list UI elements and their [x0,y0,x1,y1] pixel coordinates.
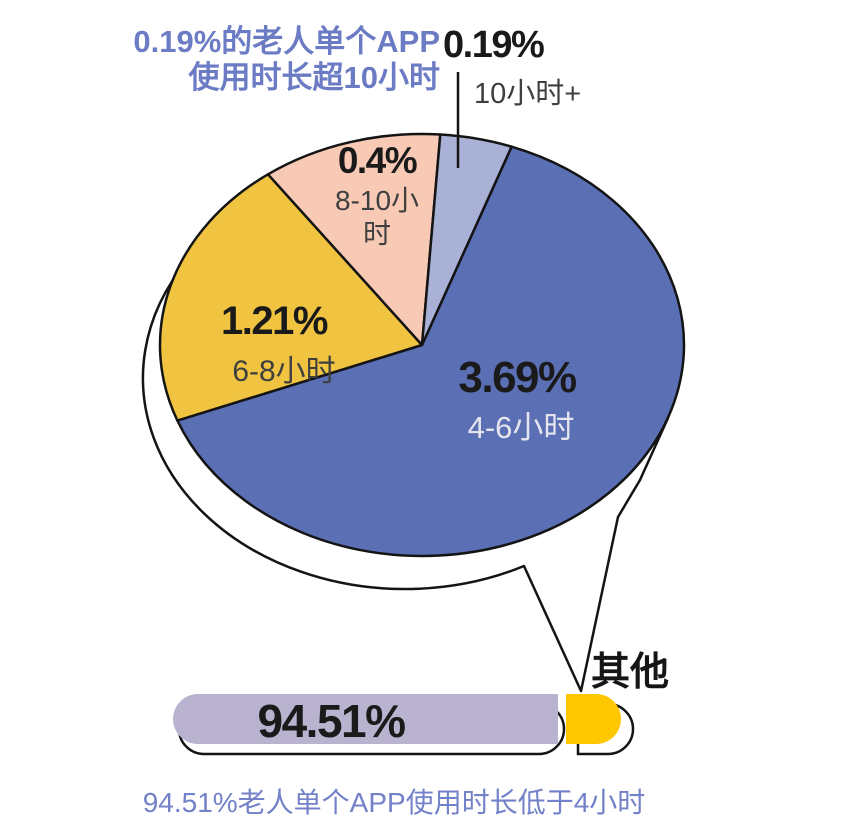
top-annotation-line2: 使用时长超10小时 [188,60,440,95]
slice-value-6-8h: 1.21% [221,299,328,343]
bar-main-segment [173,694,558,744]
other-label: 其他 [591,651,670,694]
pie-slice-8-10小时 [266,132,442,347]
pie-chart [158,132,686,558]
pie-slice-6-8小时 [158,173,424,422]
pie-slice-10小时+ [420,133,513,347]
slice-label-10h-plus: 10小时+ [474,78,582,110]
bar-value-label: 94.51% [257,695,406,747]
slice-value-8-10h: 0.4% [337,140,418,181]
slice-label-4-6h: 4-6小时 [467,410,575,445]
slice-value-10h-plus: 0.19% [443,24,545,66]
bottom-caption: 94.51%老人单个APP使用时长低于4小时 [142,787,646,818]
slice-value-4-6h: 3.69% [458,353,577,402]
top-annotation: 0.19%的老人单个APP 使用时长超10小时 [110,24,440,96]
pie-slice-4-6小时 [176,145,686,558]
slice-label-8-10h: 8-10小时 [334,185,420,249]
bar-other-segment [566,694,621,744]
slice-label-6-8h: 6-8小时 [232,355,336,388]
top-annotation-line1: 0.19%的老人单个APP [133,24,440,59]
